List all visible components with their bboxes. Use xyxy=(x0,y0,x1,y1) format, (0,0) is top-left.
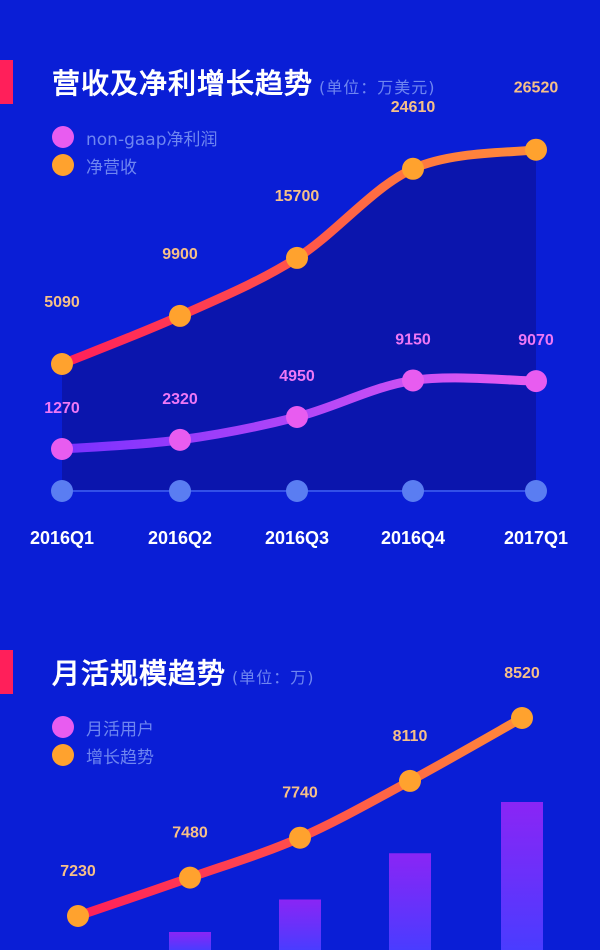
chart1-legend: non-gaap净利润 净营收 xyxy=(52,123,218,179)
section-accent-bar xyxy=(0,60,13,104)
trend-point xyxy=(399,769,421,792)
profit-point xyxy=(286,405,308,428)
revenue-value-label: 24610 xyxy=(391,99,436,116)
legend-item: 增长趋势 xyxy=(52,741,154,769)
trend-value-label: 7480 xyxy=(172,825,208,842)
legend-label: 增长趋势 xyxy=(86,747,154,768)
x-tick-label: 2016Q2 xyxy=(148,528,212,548)
legend-item: non-gaap净利润 xyxy=(52,123,218,151)
profit-point xyxy=(169,428,191,451)
chart1-unit: (单位：万美元) xyxy=(319,78,436,97)
section-accent-bar xyxy=(0,650,13,694)
revenue-point xyxy=(51,353,73,375)
x-tick-label: 2016Q4 xyxy=(381,528,445,548)
legend-dot-icon xyxy=(52,126,74,148)
trend-value-label: 8520 xyxy=(504,665,540,682)
legend-item: 净营收 xyxy=(52,151,218,179)
legend-item: 月活用户 xyxy=(52,713,154,741)
trend-value-label: 8110 xyxy=(393,728,428,745)
profit-value-label: 9150 xyxy=(395,331,431,348)
chart2-unit: (单位：万) xyxy=(232,668,315,687)
profit-point xyxy=(51,438,73,460)
profit-value-label: 4950 xyxy=(279,368,315,385)
chart1-title-text: 营收及净利增长趋势 xyxy=(52,67,314,100)
revenue-value-label: 9900 xyxy=(162,246,198,263)
revenue-point xyxy=(525,138,547,161)
profit-value-label: 1270 xyxy=(44,400,80,417)
axis-dot xyxy=(286,480,308,502)
trend-point xyxy=(67,905,89,927)
revenue-value-label: 5090 xyxy=(44,294,80,311)
revenue-value-label: 26520 xyxy=(514,80,559,97)
trend-line xyxy=(73,713,527,921)
mau-bar xyxy=(501,802,543,950)
profit-value-label: 9070 xyxy=(518,332,554,349)
legend-dot-icon xyxy=(52,744,74,766)
revenue-point xyxy=(402,157,424,180)
axis-dot xyxy=(402,480,424,502)
trend-value-label: 7740 xyxy=(282,785,318,802)
trend-point xyxy=(511,706,533,729)
x-tick-label: 2016Q1 xyxy=(30,528,94,548)
legend-dot-icon xyxy=(52,716,74,738)
trend-value-label: 7230 xyxy=(60,863,96,880)
profit-point xyxy=(402,369,424,392)
chart2-legend: 月活用户 增长趋势 xyxy=(52,713,154,769)
legend-label: 月活用户 xyxy=(86,719,154,740)
legend-dot-icon xyxy=(52,154,74,176)
revenue-point xyxy=(286,246,308,269)
revenue-point xyxy=(169,304,191,327)
revenue-value-label: 15700 xyxy=(275,188,320,205)
trend-point xyxy=(179,866,201,889)
profit-point xyxy=(525,370,547,393)
legend-label: non-gaap净利润 xyxy=(86,129,218,150)
chart1-title: 营收及净利增长趋势 (单位：万美元) xyxy=(52,62,436,102)
revenue-area xyxy=(62,149,536,491)
chart2-title-text: 月活规模趋势 xyxy=(52,657,227,690)
legend-label: 净营收 xyxy=(86,157,137,178)
chart2-title: 月活规模趋势 (单位：万) xyxy=(52,652,315,692)
mau-bar xyxy=(169,932,211,950)
mau-bar xyxy=(279,899,321,950)
mau-bar xyxy=(389,853,431,950)
x-tick-label: 2017Q1 xyxy=(504,528,568,548)
trend-point xyxy=(289,826,311,849)
x-tick-label: 2016Q3 xyxy=(265,528,329,548)
axis-dot xyxy=(51,480,73,502)
axis-dot xyxy=(169,480,191,502)
axis-dot xyxy=(525,480,547,502)
profit-value-label: 2320 xyxy=(162,391,198,408)
